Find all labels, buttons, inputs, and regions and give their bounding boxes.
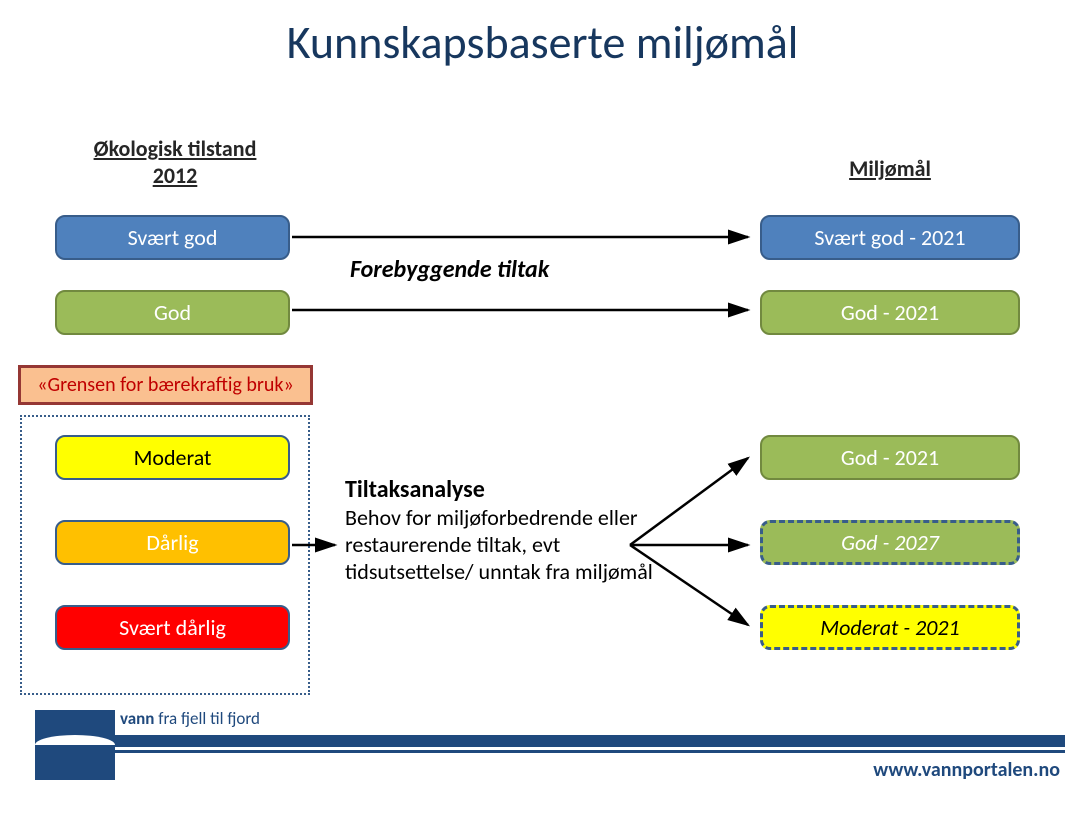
logo-text: vann fra fjell til fjord <box>120 708 260 729</box>
logo-square <box>35 710 115 780</box>
portal-url: www.vannportalen.no <box>873 758 1060 782</box>
logo-text-rest: fra fjell til fjord <box>154 708 260 729</box>
arrows-layer <box>0 0 1085 814</box>
logo-text-bold: vann <box>120 708 154 729</box>
footer-bar-thick <box>115 735 1065 747</box>
footer-bar-thin <box>115 750 1065 753</box>
